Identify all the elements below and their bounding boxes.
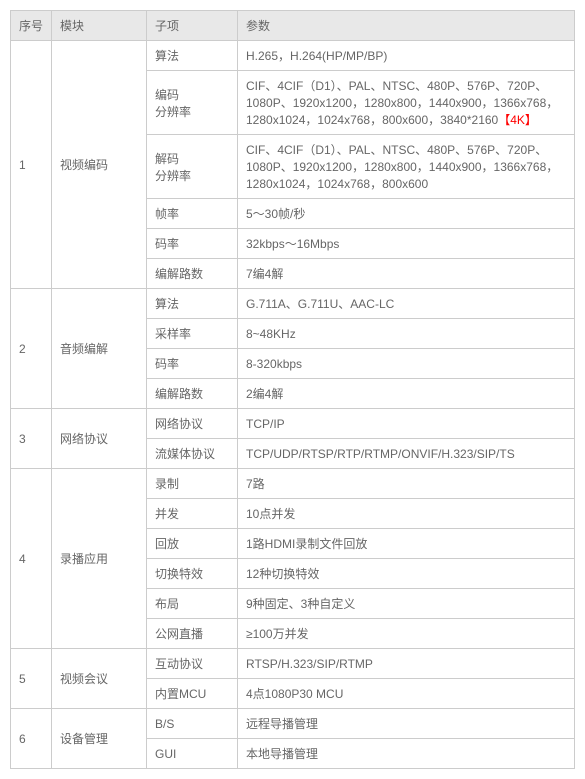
param-cell: ≥100万并发 [238, 619, 575, 649]
param-cell: RTSP/H.323/SIP/RTMP [238, 649, 575, 679]
seq-cell: 1 [11, 41, 52, 289]
param-cell: 远程导播管理 [238, 709, 575, 739]
header-seq: 序号 [11, 11, 52, 41]
module-cell: 设备管理 [52, 709, 147, 769]
table-body: 1视频编码算法H.265，H.264(HP/MP/BP)编码 分辨率CIF、4C… [11, 41, 575, 769]
param-cell: 9种固定、3种自定义 [238, 589, 575, 619]
param-cell: G.711A、G.711U、AAC-LC [238, 289, 575, 319]
sub-cell: 并发 [147, 499, 238, 529]
sub-cell: GUI [147, 739, 238, 769]
sub-cell: 网络协议 [147, 409, 238, 439]
param-cell: H.265，H.264(HP/MP/BP) [238, 41, 575, 71]
seq-cell: 6 [11, 709, 52, 769]
sub-cell: 编码 分辨率 [147, 71, 238, 135]
sub-cell: 录制 [147, 469, 238, 499]
param-cell: 12种切换特效 [238, 559, 575, 589]
seq-cell: 4 [11, 469, 52, 649]
param-cell: 7编4解 [238, 259, 575, 289]
param-cell: 2编4解 [238, 379, 575, 409]
sub-cell: 回放 [147, 529, 238, 559]
param-cell: CIF、4CIF（D1）、PAL、NTSC、480P、576P、720P、108… [238, 71, 575, 135]
sub-cell: 内置MCU [147, 679, 238, 709]
seq-cell: 2 [11, 289, 52, 409]
sub-cell: 算法 [147, 289, 238, 319]
sub-cell: B/S [147, 709, 238, 739]
sub-cell: 流媒体协议 [147, 439, 238, 469]
param-cell: 10点并发 [238, 499, 575, 529]
sub-cell: 算法 [147, 41, 238, 71]
sub-cell: 互动协议 [147, 649, 238, 679]
spec-table: 序号 模块 子项 参数 1视频编码算法H.265，H.264(HP/MP/BP)… [10, 10, 575, 769]
param-cell: 8~48KHz [238, 319, 575, 349]
sub-cell: 公网直播 [147, 619, 238, 649]
table-row: 5视频会议互动协议RTSP/H.323/SIP/RTMP [11, 649, 575, 679]
module-cell: 录播应用 [52, 469, 147, 649]
table-row: 4录播应用录制7路 [11, 469, 575, 499]
header-row: 序号 模块 子项 参数 [11, 11, 575, 41]
header-sub: 子项 [147, 11, 238, 41]
header-param: 参数 [238, 11, 575, 41]
param-cell: CIF、4CIF（D1）、PAL、NTSC、480P、576P、720P、108… [238, 135, 575, 199]
param-cell: 4点1080P30 MCU [238, 679, 575, 709]
sub-cell: 解码 分辨率 [147, 135, 238, 199]
sub-cell: 编解路数 [147, 259, 238, 289]
sub-cell: 编解路数 [147, 379, 238, 409]
sub-cell: 采样率 [147, 319, 238, 349]
table-row: 3网络协议网络协议TCP/IP [11, 409, 575, 439]
seq-cell: 3 [11, 409, 52, 469]
param-cell: 5～30帧/秒 [238, 199, 575, 229]
sub-cell: 码率 [147, 229, 238, 259]
param-cell: 7路 [238, 469, 575, 499]
sub-cell: 码率 [147, 349, 238, 379]
highlight-text: 【4K】 [498, 113, 537, 127]
param-cell: 32kbps～16Mbps [238, 229, 575, 259]
table-row: 1视频编码算法H.265，H.264(HP/MP/BP) [11, 41, 575, 71]
param-cell: TCP/IP [238, 409, 575, 439]
sub-cell: 帧率 [147, 199, 238, 229]
module-cell: 音频编解 [52, 289, 147, 409]
table-row: 6设备管理B/S远程导播管理 [11, 709, 575, 739]
param-cell: 本地导播管理 [238, 739, 575, 769]
module-cell: 视频编码 [52, 41, 147, 289]
seq-cell: 5 [11, 649, 52, 709]
sub-cell: 切换特效 [147, 559, 238, 589]
sub-cell: 布局 [147, 589, 238, 619]
module-cell: 视频会议 [52, 649, 147, 709]
param-cell: 1路HDMI录制文件回放 [238, 529, 575, 559]
module-cell: 网络协议 [52, 409, 147, 469]
header-module: 模块 [52, 11, 147, 41]
table-row: 2音频编解算法G.711A、G.711U、AAC-LC [11, 289, 575, 319]
param-cell: 8-320kbps [238, 349, 575, 379]
param-cell: TCP/UDP/RTSP/RTP/RTMP/ONVIF/H.323/SIP/TS [238, 439, 575, 469]
